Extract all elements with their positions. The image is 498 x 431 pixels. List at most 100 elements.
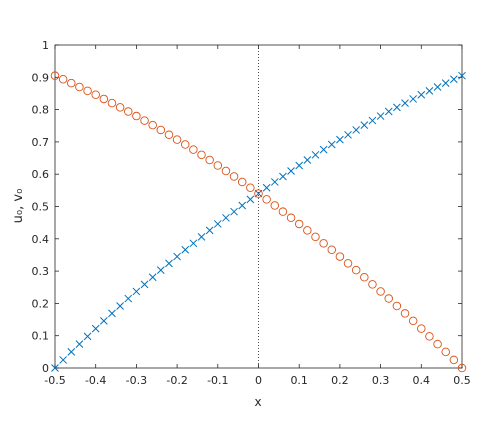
marker	[222, 213, 230, 222]
x-axis-label: x	[254, 395, 261, 409]
marker	[311, 232, 320, 242]
marker	[75, 340, 84, 348]
marker	[213, 161, 223, 170]
marker	[393, 103, 401, 112]
marker	[376, 287, 385, 296]
y-tick-label: 0.7	[32, 136, 50, 149]
marker	[368, 280, 377, 289]
marker	[172, 135, 182, 144]
marker	[449, 355, 459, 365]
marker	[417, 324, 426, 333]
marker	[335, 252, 345, 261]
x-tick-label: -0.1	[207, 374, 228, 387]
y-axis-label: u₀, v₀	[11, 189, 26, 224]
marker	[279, 172, 287, 181]
marker	[270, 178, 279, 186]
marker	[148, 120, 157, 130]
marker	[132, 287, 141, 296]
y-tick-label: 0.4	[32, 233, 50, 246]
marker	[164, 130, 174, 140]
marker	[457, 363, 467, 373]
y-tick-label: 0	[42, 362, 49, 375]
y-tick-label: 1	[42, 39, 49, 52]
marker	[311, 150, 320, 159]
marker	[156, 125, 166, 135]
y-tick-label: 0.2	[32, 297, 50, 310]
marker	[352, 126, 361, 134]
marker	[213, 220, 222, 228]
marker	[205, 155, 214, 165]
marker	[67, 78, 76, 88]
marker	[294, 219, 304, 229]
y-tick-label: 0.1	[32, 330, 50, 343]
marker	[254, 189, 263, 198]
marker	[254, 189, 263, 198]
marker	[262, 195, 271, 204]
x-tick-label: 0.3	[372, 374, 390, 387]
y-tick-label: 0.8	[32, 104, 50, 117]
y-tick-label: 0.3	[32, 265, 50, 278]
marker	[319, 145, 328, 154]
marker	[91, 324, 100, 333]
marker	[83, 332, 92, 341]
x-tick-label: -0.4	[85, 374, 106, 387]
marker	[246, 195, 255, 204]
x-tick-label: 0.1	[290, 374, 308, 387]
marker	[59, 356, 67, 364]
marker	[75, 82, 84, 92]
marker	[433, 83, 442, 91]
marker	[295, 161, 304, 170]
marker	[246, 183, 255, 193]
marker	[441, 79, 450, 87]
marker	[408, 316, 418, 326]
marker	[344, 130, 352, 139]
marker	[319, 239, 328, 248]
x-tick-label: 0.2	[331, 374, 349, 387]
marker	[441, 347, 450, 357]
marker	[392, 301, 402, 311]
marker	[360, 121, 369, 129]
marker	[116, 302, 124, 310]
y-tick-label: 0.9	[32, 71, 50, 84]
marker	[343, 259, 353, 268]
marker	[303, 226, 312, 235]
marker	[336, 135, 344, 144]
marker	[165, 259, 173, 268]
marker	[197, 150, 206, 160]
marker	[376, 112, 385, 120]
marker	[384, 294, 393, 303]
x-tick-label: 0.4	[413, 374, 431, 387]
marker	[360, 272, 369, 282]
marker	[67, 347, 76, 356]
marker	[99, 94, 109, 104]
marker	[50, 71, 60, 80]
x-tick-label: -0.3	[126, 374, 147, 387]
marker	[238, 201, 247, 210]
marker	[351, 265, 361, 275]
marker	[124, 107, 133, 116]
marker	[91, 90, 100, 99]
marker	[450, 75, 458, 84]
marker	[58, 74, 68, 84]
marker	[221, 166, 231, 176]
marker	[262, 183, 271, 192]
marker	[401, 99, 409, 107]
marker	[286, 213, 296, 223]
marker	[409, 95, 418, 103]
marker	[156, 266, 165, 274]
marker	[303, 156, 312, 164]
marker	[124, 294, 133, 303]
marker	[458, 71, 466, 80]
marker	[180, 140, 190, 149]
marker	[327, 140, 336, 149]
marker	[327, 245, 337, 255]
marker	[417, 90, 426, 99]
x-tick-label: 0.5	[453, 374, 471, 387]
marker	[278, 207, 288, 216]
marker	[189, 239, 198, 248]
marker	[237, 177, 247, 187]
marker	[51, 364, 59, 372]
marker	[384, 107, 393, 116]
marker	[368, 116, 377, 125]
